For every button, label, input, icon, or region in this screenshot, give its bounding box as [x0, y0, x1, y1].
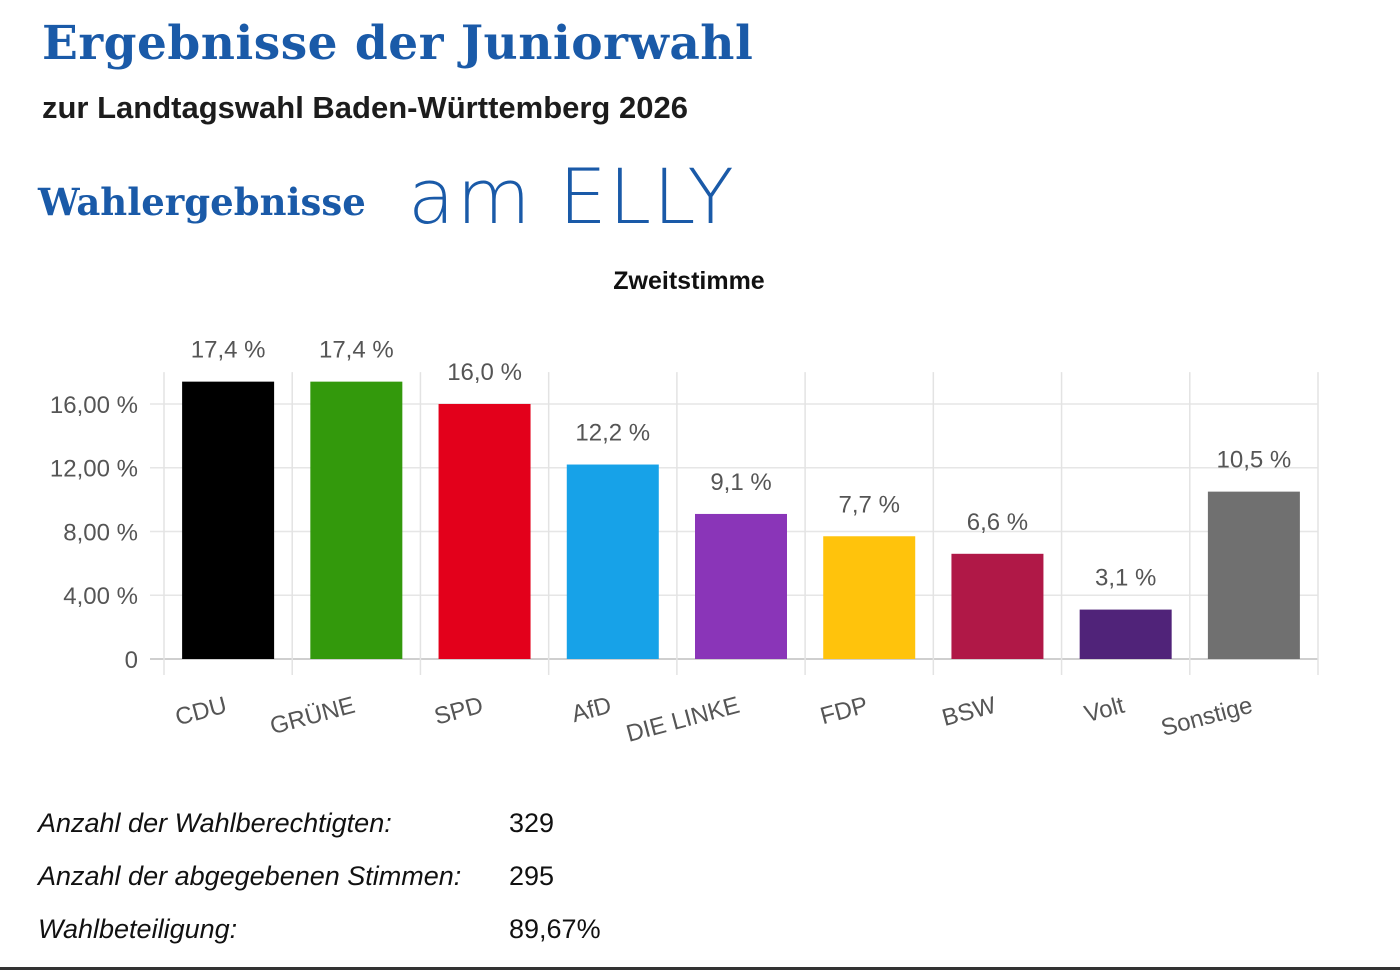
y-tick-label: 12,00 %	[50, 456, 138, 483]
y-tick-label: 4,00 %	[63, 583, 138, 610]
bar-sonstige	[1207, 491, 1300, 659]
bottom-divider	[0, 967, 1400, 970]
page-subtitle: zur Landtagswahl Baden-Württemberg 2026	[42, 90, 688, 125]
stat-value-votes: 295	[509, 861, 555, 891]
x-tick-label: AfD	[569, 692, 615, 728]
stat-label-votes: Anzahl der abgegebenen Stimmen:	[38, 861, 462, 891]
chart-title: Zweitstimme	[613, 267, 765, 295]
y-tick-label: 16,00 %	[50, 392, 138, 419]
logo-elly: am ELLY	[408, 152, 736, 241]
data-label: 3,1 %	[1095, 565, 1156, 592]
data-label: 7,7 %	[839, 491, 900, 518]
bar-fdp	[823, 536, 916, 659]
x-tick-label: BSW	[939, 692, 999, 732]
x-tick-label: CDU	[172, 692, 229, 732]
x-tick-label: SPD	[431, 692, 486, 731]
data-label: 17,4 %	[191, 337, 266, 364]
x-tick-label: DIE LINKE	[623, 692, 742, 748]
data-label: 16,0 %	[447, 359, 522, 386]
bar-volt	[1079, 609, 1172, 659]
bar-grüne	[310, 381, 403, 659]
stat-label-turnout: Wahlbeteiligung:	[38, 914, 238, 944]
bar-chart: Zweitstimme 0 4,00 % 8,00 % 12,00 % 16,00 % 1…	[50, 267, 1319, 748]
page-title: Ergebnisse der Juniorwahl	[42, 16, 754, 71]
bar-die-linke	[695, 513, 787, 659]
x-tick-label: GRÜNE	[267, 692, 358, 741]
y-tick-label: 8,00 %	[63, 519, 138, 546]
x-tick-label: FDP	[817, 692, 870, 731]
x-tick-label: Volt	[1082, 692, 1128, 729]
x-tick-label: Sonstige	[1158, 692, 1255, 742]
bar-cdu	[182, 381, 275, 659]
bar-spd	[438, 403, 531, 659]
bar-bsw	[951, 553, 1044, 659]
stat-label-eligible: Anzahl der Wahlberechtigten:	[38, 808, 392, 838]
y-tick-label: 0	[125, 647, 138, 674]
section-heading: Wahlergebnisse	[38, 180, 366, 224]
data-label: 6,6 %	[967, 509, 1028, 536]
data-label: 10,5 %	[1217, 447, 1292, 474]
data-label: 17,4 %	[319, 337, 394, 364]
data-label: 12,2 %	[575, 420, 650, 447]
stat-value-eligible: 329	[509, 808, 555, 838]
data-label: 9,1 %	[710, 469, 771, 496]
stat-value-turnout: 89,67%	[509, 914, 601, 944]
bar-afd	[566, 464, 659, 659]
